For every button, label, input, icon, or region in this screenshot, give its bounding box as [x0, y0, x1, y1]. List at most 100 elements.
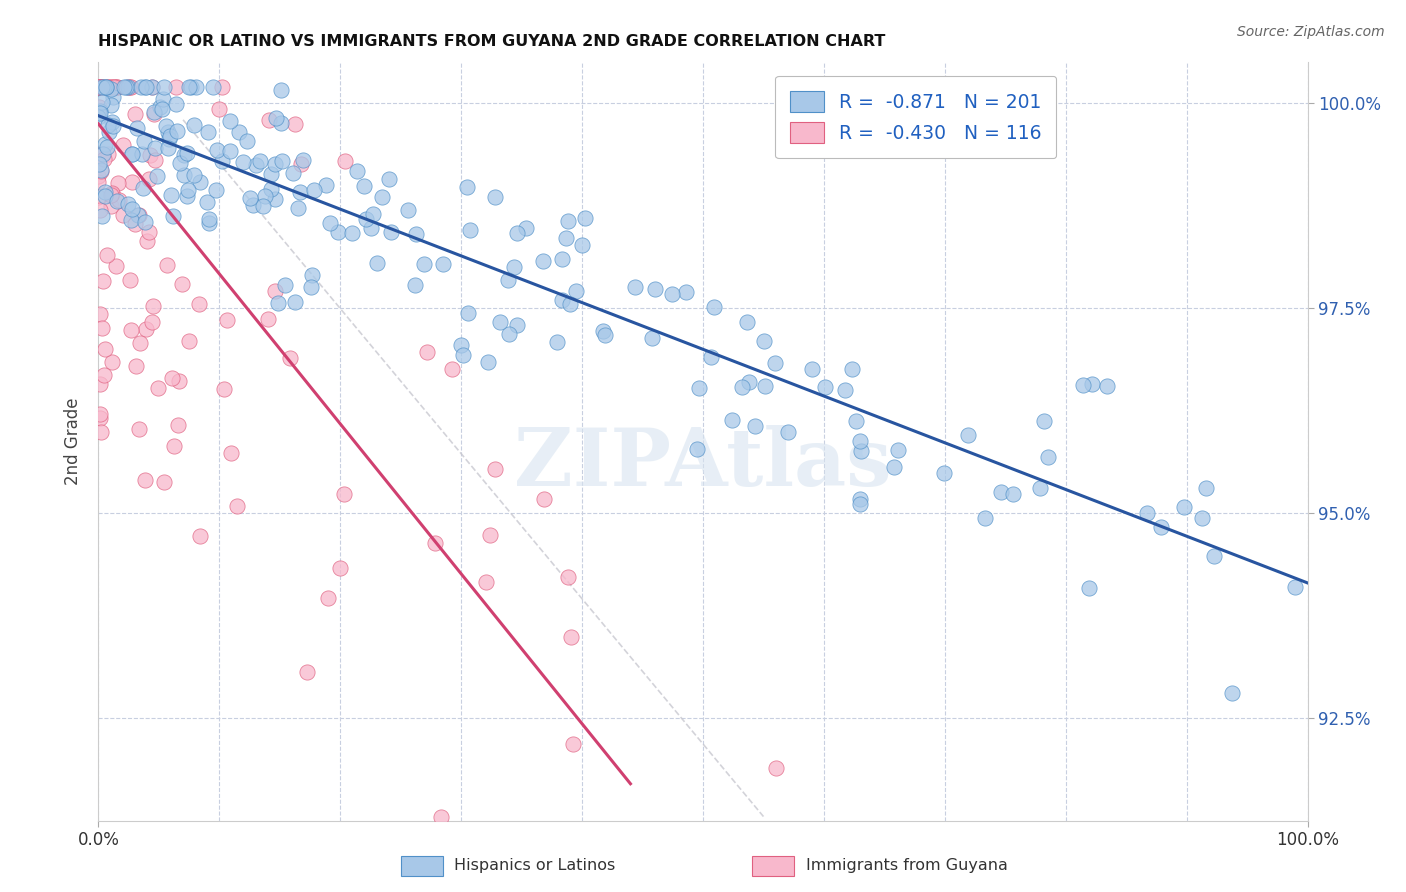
Point: [557, 570, 579, 584]
Point: [100, 186, 122, 200]
Point: [152, 93, 174, 107]
Point: [89, 104, 111, 119]
Point: [477, 354, 499, 368]
Point: [156, 125, 179, 139]
Point: [533, 492, 555, 507]
Point: [841, 362, 863, 376]
Point: [107, 176, 129, 190]
Point: [89, 407, 111, 421]
Point: [271, 154, 294, 169]
Point: [550, 252, 572, 266]
Point: [270, 83, 292, 97]
Text: ZIPAtlas: ZIPAtlas: [515, 425, 891, 503]
Point: [415, 344, 437, 359]
Point: [253, 189, 276, 203]
Point: [252, 199, 274, 213]
Point: [157, 132, 180, 146]
Point: [100, 187, 122, 202]
Point: [290, 157, 312, 171]
Point: [89, 106, 111, 120]
Point: [370, 190, 392, 204]
Point: [236, 134, 259, 148]
Point: [91, 80, 114, 95]
Point: [457, 306, 479, 320]
Point: [149, 100, 172, 114]
Point: [100, 199, 122, 213]
Point: [932, 466, 955, 480]
Point: [299, 279, 322, 293]
Point: [125, 359, 148, 373]
Point: [97, 147, 120, 161]
Point: [100, 115, 122, 129]
Point: [176, 189, 198, 203]
Point: [87, 169, 110, 184]
Point: [96, 80, 118, 95]
Point: [489, 314, 512, 328]
Point: [190, 175, 212, 189]
Point: [267, 295, 290, 310]
Point: [245, 158, 267, 172]
Point: [211, 153, 233, 168]
Point: [105, 194, 128, 208]
Point: [153, 475, 176, 490]
Point: [531, 254, 554, 268]
Point: [281, 166, 304, 180]
Point: [180, 80, 202, 95]
Point: [100, 98, 122, 112]
Point: [124, 217, 146, 231]
Point: [101, 90, 124, 104]
Point: [117, 80, 139, 95]
Point: [849, 497, 872, 511]
Point: [142, 299, 165, 313]
Point: [90, 80, 112, 95]
Point: [315, 178, 337, 193]
Point: [96, 248, 118, 262]
Point: [187, 297, 209, 311]
Point: [219, 145, 242, 159]
Point: [264, 157, 287, 171]
Point: [316, 591, 339, 605]
Point: [124, 106, 146, 120]
Point: [242, 198, 264, 212]
Point: [297, 665, 319, 679]
Point: [139, 148, 162, 162]
Point: [170, 277, 193, 292]
Point: [128, 422, 150, 436]
Point: [138, 226, 160, 240]
Point: [496, 273, 519, 287]
Point: [96, 80, 118, 95]
Point: [94, 137, 117, 152]
Point: [284, 294, 307, 309]
Point: [129, 336, 152, 351]
Point: [560, 630, 582, 644]
Point: [89, 202, 111, 217]
Point: [574, 211, 596, 226]
Point: [118, 80, 141, 95]
Point: [90, 80, 112, 95]
Point: [1071, 378, 1094, 392]
Point: [87, 100, 110, 114]
Point: [141, 80, 163, 95]
Point: [263, 285, 285, 299]
Point: [883, 459, 905, 474]
Point: [173, 148, 195, 162]
Point: [166, 124, 188, 138]
Point: [219, 114, 242, 128]
Text: Hispanics or Latinos: Hispanics or Latinos: [454, 858, 616, 872]
Point: [990, 485, 1012, 500]
Point: [135, 321, 157, 335]
Point: [754, 379, 776, 393]
Point: [973, 511, 995, 525]
Point: [765, 357, 787, 371]
Point: [176, 145, 198, 160]
Point: [460, 223, 482, 237]
Point: [346, 164, 368, 178]
Point: [89, 411, 111, 425]
Point: [720, 413, 742, 427]
Point: [186, 80, 208, 95]
Point: [675, 285, 697, 299]
Text: Source: ZipAtlas.com: Source: ZipAtlas.com: [1237, 25, 1385, 39]
Point: [143, 153, 166, 167]
Point: [120, 323, 142, 337]
Point: [121, 202, 143, 216]
